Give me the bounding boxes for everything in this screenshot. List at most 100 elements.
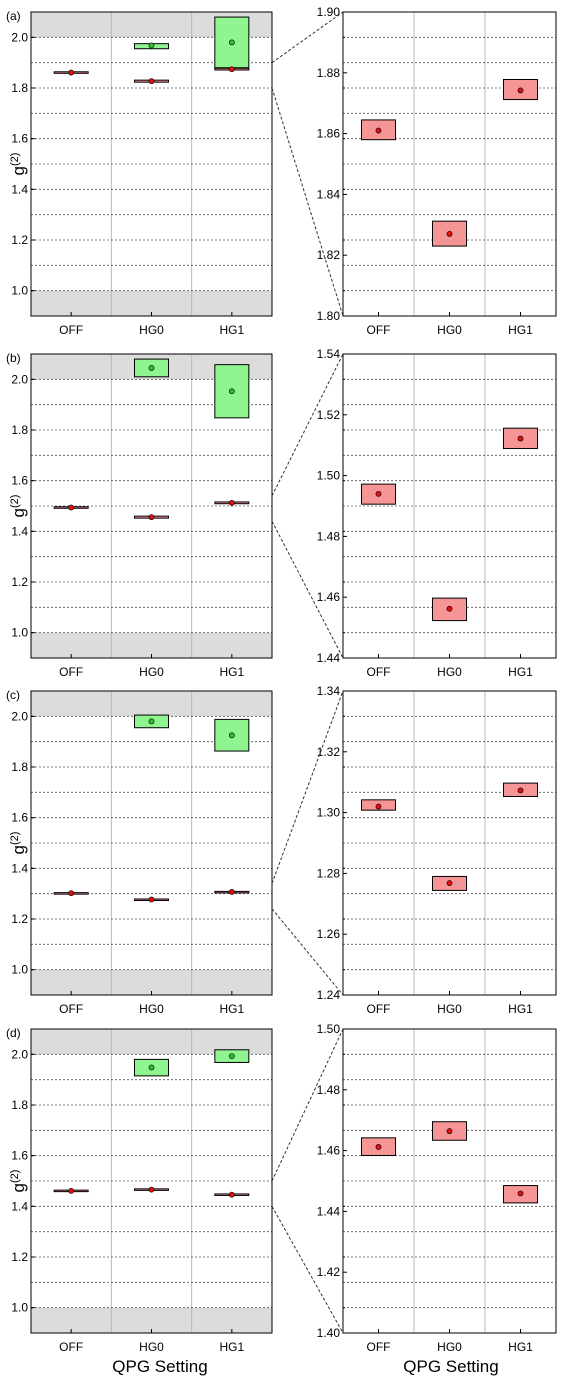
y-tick-label: 1.54 — [317, 347, 341, 361]
red-point-hg0 — [148, 78, 155, 85]
y-tick-label: 2.0 — [11, 709, 28, 723]
x-tick-label: OFF — [59, 1340, 83, 1354]
zoom-connector-top — [271, 353, 344, 497]
red-point-off — [375, 1144, 382, 1150]
y-axis-label: g(2) — [9, 832, 28, 855]
panel-label: (d) — [6, 1026, 21, 1040]
y-tick-label: 1.0 — [11, 1301, 28, 1315]
y-tick-label: 1.8 — [11, 1098, 28, 1112]
y-tick-label: 1.6 — [11, 474, 28, 488]
x-tick-label: HG1 — [219, 1340, 244, 1354]
y-tick-label: 1.82 — [317, 248, 341, 262]
y-tick-label: 1.0 — [11, 626, 28, 640]
zoom-connector-bottom — [271, 1206, 344, 1334]
x-tick-label: HG0 — [437, 323, 462, 337]
y-tick-label: 1.84 — [317, 187, 341, 201]
x-tick-label: HG1 — [219, 665, 244, 679]
y-tick-label: 1.4 — [11, 182, 28, 196]
green-point-hg1 — [228, 1053, 235, 1060]
shade-band-bottom — [31, 1307, 272, 1333]
panel-label: (c) — [6, 688, 20, 702]
y-tick-label: 2.0 — [11, 372, 28, 386]
y-tick-label: 1.8 — [11, 423, 28, 437]
zoom-connector-top — [271, 11, 344, 64]
x-tick-label: HG1 — [508, 1002, 533, 1016]
panel-4: 1.0 1.2 1.4 1.6 1.8 2.0 OFF HG0 HG1 (c) g(2) — [6, 688, 273, 1016]
red-point-off — [68, 1187, 75, 1194]
y-tick-label: 1.48 — [317, 529, 341, 543]
panel-label: (b) — [6, 351, 21, 365]
y-tick-label: 1.44 — [317, 651, 341, 665]
red-point-hg1 — [517, 435, 524, 442]
y-tick-label: 1.40 — [317, 1326, 341, 1340]
x-tick-label: HG0 — [437, 665, 462, 679]
x-tick-label: HG0 — [437, 1002, 462, 1016]
y-tick-label: 1.86 — [317, 127, 341, 141]
y-tick-label: 2.0 — [11, 1047, 28, 1061]
green-point-hg1 — [228, 732, 235, 739]
y-axis-label: g(2) — [9, 495, 28, 518]
y-axis-label: g(2) — [9, 1170, 28, 1193]
zoom-connector-bottom — [271, 908, 344, 996]
y-tick-label: 1.2 — [11, 575, 28, 589]
green-point-hg0 — [148, 42, 155, 49]
y-axis-label: g(2) — [9, 153, 28, 176]
x-axis-label-left: QPG Setting — [112, 1357, 207, 1376]
y-tick-label: 2.0 — [11, 30, 28, 44]
y-tick-label: 1.28 — [317, 866, 341, 880]
y-tick-label: 1.42 — [317, 1265, 341, 1279]
red-point-hg1 — [517, 787, 524, 794]
zoom-connector-top — [271, 1028, 344, 1182]
red-point-hg1 — [228, 500, 235, 506]
zoom-connector-bottom — [271, 87, 344, 317]
panel-1: 1.80 1.82 1.84 1.86 1.88 1.90 OFF HG0 HG1 — [317, 5, 557, 337]
green-point-hg0 — [148, 718, 155, 725]
zoom-connector-bottom — [271, 520, 344, 659]
shade-band-bottom — [31, 290, 272, 316]
x-tick-label: HG1 — [219, 323, 244, 337]
red-point-hg0 — [148, 1186, 155, 1193]
y-tick-label: 1.52 — [317, 408, 341, 422]
x-axis-label-right: QPG Setting — [403, 1357, 498, 1376]
x-tick-label: OFF — [59, 323, 83, 337]
red-point-hg0 — [446, 605, 453, 612]
panel-2: 1.0 1.2 1.4 1.6 1.8 2.0 OFF HG0 HG1 (b) g(2) — [6, 351, 273, 679]
shade-band-top — [31, 691, 272, 717]
red-point-hg0 — [446, 880, 453, 887]
x-tick-label: HG0 — [139, 323, 164, 337]
x-tick-label: HG1 — [508, 1340, 533, 1354]
x-tick-label: OFF — [367, 665, 391, 679]
y-tick-label: 1.26 — [317, 927, 341, 941]
panel-label: (a) — [6, 9, 21, 23]
red-point-hg0 — [446, 1128, 453, 1135]
green-point-hg1 — [228, 39, 235, 46]
x-tick-label: HG0 — [139, 1340, 164, 1354]
red-point-off — [375, 127, 382, 134]
red-point-off — [68, 69, 75, 76]
red-point-off — [375, 803, 382, 810]
green-point-hg1 — [228, 388, 235, 395]
green-point-hg0 — [148, 365, 155, 371]
red-point-off — [68, 890, 75, 897]
y-tick-label: 1.6 — [11, 811, 28, 825]
y-tick-label: 1.0 — [11, 284, 28, 298]
shade-band-bottom — [31, 969, 272, 995]
y-tick-label: 1.80 — [317, 309, 341, 323]
y-tick-label: 1.2 — [11, 233, 28, 247]
y-tick-label: 1.32 — [317, 745, 341, 759]
y-tick-label: 1.8 — [11, 760, 28, 774]
panel-5: 1.24 1.26 1.28 1.30 1.32 1.34 OFF HG0 HG1 — [317, 684, 557, 1016]
y-tick-label: 1.24 — [317, 988, 341, 1002]
x-tick-label: OFF — [59, 1002, 83, 1016]
shade-band-bottom — [31, 632, 272, 658]
red-point-hg0 — [148, 514, 155, 521]
y-tick-label: 1.50 — [317, 469, 341, 483]
red-point-hg1 — [517, 1190, 524, 1197]
y-tick-label: 1.4 — [11, 524, 28, 538]
red-point-off — [68, 504, 75, 511]
y-tick-label: 1.4 — [11, 861, 28, 875]
y-tick-label: 1.6 — [11, 1149, 28, 1163]
y-tick-label: 1.46 — [317, 1144, 341, 1158]
panel-0: 1.0 1.2 1.4 1.6 1.8 2.0 OFF HG0 HG1 (a) g(2) — [6, 9, 273, 337]
y-tick-label: 1.34 — [317, 684, 341, 698]
